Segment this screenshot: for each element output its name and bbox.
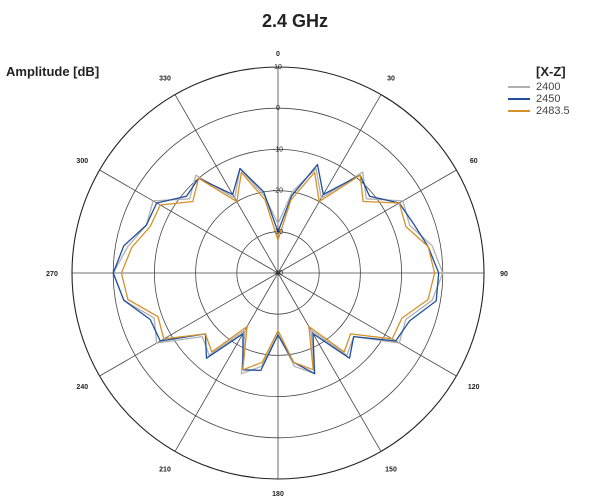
r-tick-label: -40 [273,270,283,277]
r-tick-label: -30 [273,229,283,236]
legend-swatch-2483-5 [508,110,530,112]
angle-tick-label: 0 [276,51,280,58]
legend-label: 2450 [536,93,561,105]
r-tick-label: -10 [273,146,283,153]
grid-spoke [277,169,457,274]
y-axis-label: Amplitude [dB] [6,64,100,79]
angle-tick-label: 30 [387,75,395,82]
angle-tick-label: 240 [76,384,88,391]
legend-swatch-2450 [508,98,530,100]
angle-tick-label: 300 [76,158,88,165]
angle-tick-label: 60 [470,158,478,165]
series-line-2483-5 [120,171,436,371]
legend-item: 2400 [508,81,590,93]
angle-tick-label: 270 [46,271,58,278]
grid-spoke [277,94,382,274]
grid-spoke [277,272,382,452]
legend: [X-Z] 2400 2450 2483.5 [508,64,590,117]
legend-swatch-2400 [508,86,530,88]
grid-spoke [174,272,279,452]
grid-spoke [99,169,279,274]
r-tick-label: -20 [273,188,283,195]
angle-tick-label: 210 [159,467,171,474]
r-tick-label: 0 [276,105,280,112]
grid-spoke [174,94,279,274]
legend-title: [X-Z] [536,64,566,79]
angle-tick-label: 180 [272,491,284,498]
angle-tick-label: 120 [468,384,480,391]
legend-label: 2400 [536,81,561,93]
r-tick-label: 10 [274,64,282,71]
angle-tick-label: 90 [500,271,508,278]
axis-labels: 10 0 -10 -20 -30 -40 0 30 60 90 120 150 180 210 240 270… [46,51,508,498]
angle-tick-label: 330 [159,75,171,82]
angle-tick-label: 150 [385,467,397,474]
legend-item: 2483.5 [508,105,590,117]
series-layer [112,163,444,375]
chart-title: 2.4 GHz [261,11,329,31]
legend-label: 2483.5 [536,105,570,117]
grid-spoke [99,272,279,377]
legend-item: 2450 [508,93,590,105]
grid-spoke [277,272,457,377]
